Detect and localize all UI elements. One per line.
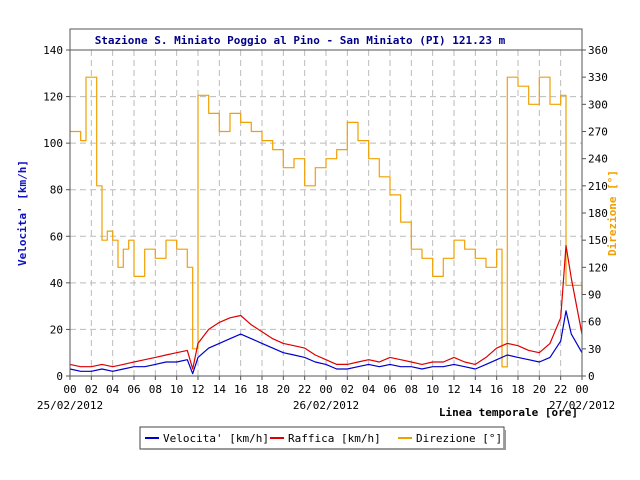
date-labels: 25/02/2012 26/02/2012 27/02/2012 [37, 399, 615, 412]
x-tick-label: 10 [170, 383, 183, 396]
y-axis-right-label: Direzione [°] [606, 170, 619, 256]
x-tick-label: 22 [298, 383, 311, 396]
right-tick-label: 330 [588, 71, 608, 84]
x-tick-label: 02 [85, 383, 98, 396]
left-tick-label: 100 [43, 137, 63, 150]
x-tick-label: 08 [149, 383, 162, 396]
legend-label-direction: Direzione [°] [416, 432, 502, 445]
left-tick-label: 120 [43, 91, 63, 104]
right-tick-label: 240 [588, 153, 608, 166]
right-tick-label: 60 [588, 316, 601, 329]
x-tick-label: 12 [191, 383, 204, 396]
date-label: 27/02/2012 [549, 399, 615, 412]
series-line-direction [70, 76, 583, 368]
legend: Velocita' [km/h] Raffica [km/h] Direzione … [145, 432, 502, 445]
right-tick-label: 30 [588, 343, 601, 356]
left-tick-label: 60 [50, 230, 63, 243]
date-label: 25/02/2012 [37, 399, 103, 412]
x-tick-label: 00 [319, 383, 332, 396]
x-tick-label: 04 [106, 383, 120, 396]
x-axis-ticks: 00 02 04 06 08 10 12 14 16 18 20 22 00 02 04 06 08 10 12 14… [63, 376, 589, 396]
right-tick-label: 210 [588, 180, 608, 193]
left-tick-label: 0 [56, 370, 63, 383]
x-tick-label: 10 [426, 383, 439, 396]
x-tick-label: 18 [255, 383, 268, 396]
title-box [69, 28, 583, 51]
right-tick-label: 180 [588, 207, 608, 220]
x-tick-label: 06 [127, 383, 140, 396]
x-tick-label: 16 [234, 383, 247, 396]
x-tick-label: 20 [277, 383, 290, 396]
right-tick-label: 150 [588, 234, 608, 247]
x-tick-label: 14 [469, 383, 483, 396]
right-tick-label: 0 [588, 370, 595, 383]
x-tick-label: 08 [405, 383, 418, 396]
x-tick-label: 22 [554, 383, 567, 396]
right-tick-label: 360 [588, 44, 608, 57]
x-tick-label: 00 [575, 383, 588, 396]
y-axis-left-label: Velocita' [km/h] [16, 160, 29, 266]
right-tick-label: 90 [588, 289, 601, 302]
series-line-speed [69, 310, 583, 375]
x-tick-label: 20 [533, 383, 546, 396]
x-axis-label: Linea temporale [ore] [439, 406, 578, 419]
x-tick-label: 06 [383, 383, 396, 396]
left-tick-label: 140 [43, 44, 63, 57]
right-tick-label: 300 [588, 98, 608, 111]
x-tick-label: 04 [362, 383, 376, 396]
x-tick-label: 14 [213, 383, 227, 396]
x-tick-label: 18 [511, 383, 524, 396]
x-tick-label: 12 [447, 383, 460, 396]
date-label: 26/02/2012 [293, 399, 359, 412]
left-tick-label: 20 [50, 323, 63, 336]
series-line-gust [69, 245, 583, 370]
legend-label-speed: Velocita' [km/h] [163, 432, 269, 445]
right-tick-label: 270 [588, 126, 608, 139]
x-tick-label: 16 [490, 383, 503, 396]
left-tick-label: 80 [50, 184, 63, 197]
chart-title: Stazione S. Miniato Poggio al Pino - San… [95, 34, 506, 47]
legend-label-gust: Raffica [km/h] [288, 432, 381, 445]
right-axis-ticks: 0 30 60 90 120 150 180 210 240 270 300 330 360 [582, 44, 608, 383]
left-tick-label: 40 [50, 277, 63, 290]
x-tick-label: 00 [63, 383, 76, 396]
x-tick-label: 02 [341, 383, 354, 396]
right-tick-label: 120 [588, 261, 608, 274]
left-axis-ticks: 0 20 40 60 80 100 120 140 [43, 44, 70, 383]
series-layer [69, 76, 583, 375]
